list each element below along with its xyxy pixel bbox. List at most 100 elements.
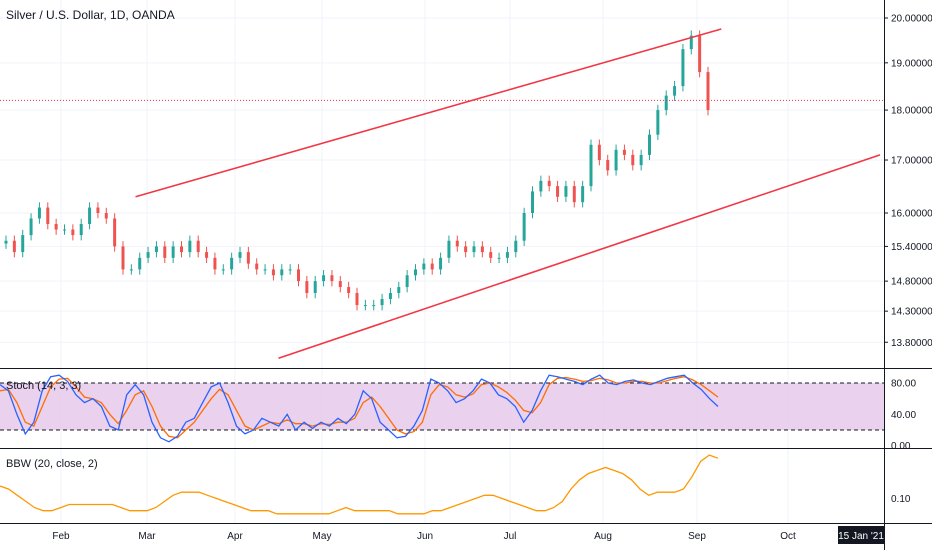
candle-body [597, 144, 601, 161]
candle-body [531, 191, 534, 213]
candle-body [29, 218, 33, 236]
candle-body [305, 281, 309, 294]
candle-body [556, 186, 560, 197]
candle-body [171, 246, 175, 258]
candle-body [664, 95, 668, 111]
candle-body [414, 269, 417, 276]
time-cursor-badge [838, 526, 884, 544]
candle-body [347, 287, 351, 294]
stoch-band [0, 383, 884, 430]
candle-body [489, 252, 493, 258]
candle-body [539, 180, 543, 192]
candle-body [706, 72, 710, 111]
candle-body [564, 186, 568, 197]
candle-body [196, 240, 200, 253]
price-axis-label: 15.40000 [891, 242, 932, 253]
price-axis-label: 19.00000 [891, 58, 932, 69]
candle-body [614, 149, 618, 171]
candle-body [129, 269, 133, 271]
price-axis-label: 16.00000 [891, 209, 932, 220]
candle-body [631, 154, 635, 166]
time-axis-label: Apr [227, 531, 243, 542]
time-axis-label: Jun [417, 531, 433, 542]
candle-body [455, 240, 459, 247]
candle-body [88, 207, 92, 224]
candle-body [464, 246, 468, 253]
candle-body [54, 223, 58, 230]
candle-body [96, 207, 100, 213]
candle-body [388, 293, 392, 300]
channel-line-upper [135, 28, 722, 198]
bbw-axis-label: 0.10 [891, 494, 911, 505]
candle-body [138, 257, 142, 270]
candle-body [37, 207, 41, 219]
candle-body [480, 246, 484, 253]
candle-body [21, 235, 25, 253]
price-axis-label: 13.80000 [891, 338, 932, 349]
candle-body [572, 186, 576, 203]
candle-body [4, 240, 8, 244]
candles-layer [4, 30, 710, 311]
candle-body [397, 287, 401, 294]
time-axis-label: Sep [688, 531, 706, 542]
candle-body [238, 252, 242, 258]
stoch-axis-label: 0.00 [891, 441, 911, 452]
stoch-k-line [0, 374, 719, 443]
candle-body [422, 263, 426, 270]
stoch-axis-label: 40.00 [891, 410, 916, 421]
candle-body [447, 240, 451, 258]
candle-body [121, 246, 125, 270]
candle-body [363, 305, 367, 307]
candle-body [271, 269, 275, 276]
candle-body [606, 160, 610, 171]
price-axis-label: 17.00000 [891, 156, 932, 167]
candle-body [656, 110, 660, 135]
bbw-label: BBW (20, close, 2) [6, 458, 98, 470]
candle-body [71, 229, 75, 236]
candle-body [221, 269, 225, 271]
candle-body [180, 246, 183, 253]
candle-body [581, 186, 585, 203]
candle-body [673, 86, 677, 96]
candle-body [355, 293, 359, 306]
stoch-axis-label: 80.00 [891, 379, 916, 390]
candle-body [188, 240, 192, 253]
candle-body [12, 240, 16, 253]
price-axis-label: 18.00000 [891, 106, 932, 117]
candle-body [380, 299, 384, 306]
candle-body [280, 269, 284, 276]
candle-body [330, 275, 334, 282]
bbw-line [0, 454, 719, 515]
stoch-label: Stoch (14, 3, 3) [6, 380, 81, 392]
candle-body [79, 223, 83, 236]
candle-body [154, 246, 158, 253]
time-axis-label: Oct [780, 531, 796, 542]
time-axis-label: Mar [138, 531, 156, 542]
time-axis-label: Jul [504, 531, 517, 542]
candle-body [113, 218, 117, 247]
candle-body [246, 252, 250, 264]
price-axis-label: 14.80000 [891, 277, 932, 288]
candle-body [213, 257, 217, 270]
chart-title: Silver / U.S. Dollar, 1D, OANDA [6, 8, 175, 22]
candle-body [547, 180, 551, 187]
candle-body [472, 246, 476, 253]
candle-body [497, 257, 501, 259]
candle-body [681, 49, 685, 87]
candle-body [589, 144, 593, 187]
stoch-indicator-layer [0, 374, 884, 443]
candle-body [322, 275, 326, 282]
time-axis-label: Feb [52, 531, 70, 542]
candle-body [430, 263, 434, 270]
time-axis-label: Aug [594, 531, 612, 542]
candle-body [439, 257, 443, 270]
time-cursor-label: 15 Jan '21 [838, 531, 884, 542]
candle-body [648, 134, 651, 155]
candle-body [146, 252, 150, 258]
candle-body [263, 269, 267, 271]
drawing-tools-layer [0, 28, 884, 359]
